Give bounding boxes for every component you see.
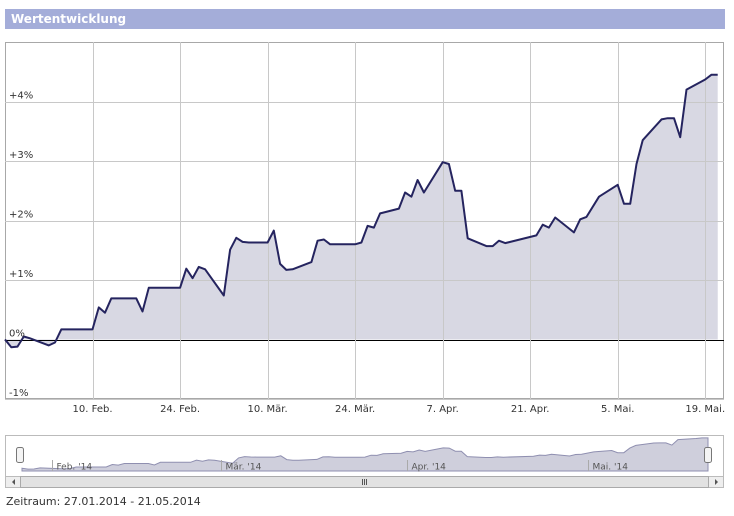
navigator-label: Mär. '14	[226, 463, 262, 473]
y-tick-label: +4%	[9, 91, 33, 102]
y-tick-label: +2%	[9, 210, 33, 221]
scroll-right[interactable]	[715, 479, 718, 485]
x-tick-label: 21. Apr.	[511, 404, 550, 415]
handle-right[interactable]	[704, 447, 712, 463]
y-tick-label: +3%	[9, 150, 33, 161]
x-tick-label: 5. Mai.	[601, 404, 634, 415]
y-tick-label: 0%	[9, 329, 25, 340]
period-label: Zeitraum: 27.01.2014 - 21.05.2014	[6, 495, 201, 508]
x-tick-label: 7. Apr.	[427, 404, 459, 415]
header-title: Wertentwicklung	[11, 12, 126, 26]
x-tick-label: 24. Feb.	[160, 404, 200, 415]
x-tick-label: 19. Mai.	[685, 404, 725, 415]
y-tick-label: -1%	[9, 388, 28, 399]
handle-left[interactable]	[16, 447, 24, 463]
navigator-label: Mai. '14	[593, 463, 629, 473]
y-tick-label: +1%	[9, 269, 33, 280]
scroll-left[interactable]	[12, 479, 15, 485]
scrollbar-grip	[362, 479, 367, 485]
plot: -1% 0% +1% +2% +3% +4% 10. Feb. 24. Feb. 10. Mär…	[4, 42, 725, 415]
navigator-area	[21, 437, 709, 472]
line	[4, 73, 718, 349]
x-tick-label: 10. Feb.	[73, 404, 113, 415]
x-tick-label: 24. Mär.	[335, 404, 375, 415]
header-bar	[5, 9, 725, 29]
navigator-content: Feb. '14 Mär. '14 Apr. '14 Mai. '14	[21, 437, 709, 473]
navigator-label: Feb. '14	[57, 463, 93, 473]
navigator-label: Apr. '14	[412, 463, 447, 473]
x-tick-label: 10. Mär.	[247, 404, 287, 415]
